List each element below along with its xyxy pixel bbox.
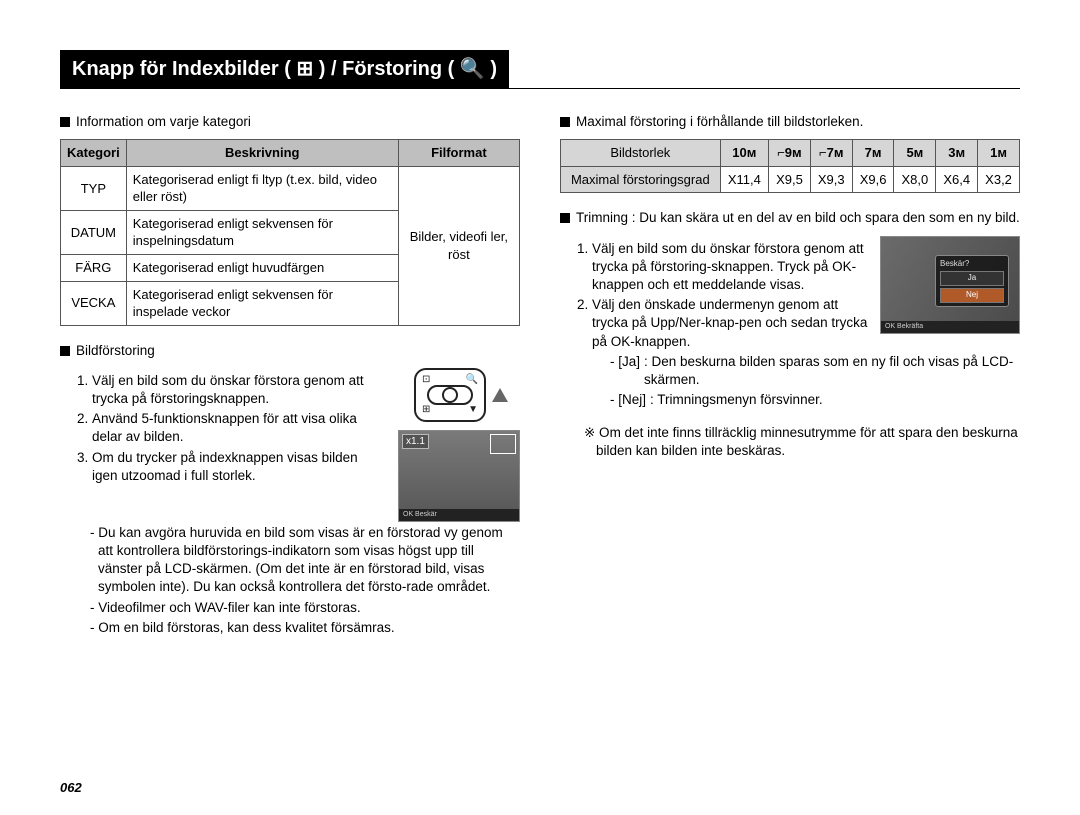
dialog-title: Beskär?: [940, 259, 1004, 270]
section-heading: Trimning : Du kan skära ut en del av en …: [576, 209, 1020, 227]
table-cell: Kategoriserad enligt sekvensen för inspe…: [126, 281, 398, 325]
option-key: - [Nej]: [610, 391, 646, 409]
resolution-icon-cell: ⌐9ᴍ: [769, 140, 811, 167]
table-cell: FÄRG: [61, 254, 127, 281]
table-cell: Kategoriserad enligt fi ltyp (t.ex. bild…: [126, 166, 398, 210]
crop-indicator-icon: [490, 434, 516, 454]
category-table: Kategori Beskrivning Filformat TYP Kateg…: [60, 139, 520, 325]
bullet-square-icon: [60, 117, 70, 127]
option-value: : Den beskurna bilden sparas som en ny f…: [644, 353, 1020, 389]
zoom-icon: 🔍: [466, 373, 478, 387]
bullet-square-icon: [560, 117, 570, 127]
zoom-badge: x1.1: [402, 434, 429, 450]
resolution-icon-cell: 10ᴍ: [720, 140, 768, 167]
th-description: Beskrivning: [126, 140, 398, 167]
dialog-option-yes: Ja: [940, 271, 1004, 286]
table-cell: X3,2: [978, 166, 1020, 193]
note: - Videofilmer och WAV-filer kan inte för…: [90, 599, 520, 617]
list-item: Använd 5-funktionsknappen för att visa o…: [92, 410, 386, 446]
left-column: Information om varje kategori Kategori B…: [60, 107, 520, 637]
list-item: Välj den önskade undermenyn genom att tr…: [592, 296, 868, 351]
th-category: Kategori: [61, 140, 127, 167]
table-cell-fileformat: Bilder, videofi ler, röst: [398, 166, 519, 325]
table-cell: VECKA: [61, 281, 127, 325]
list-item: Välj en bild som du önskar förstora geno…: [92, 372, 386, 408]
table-cell: Kategoriserad enligt sekvensen för inspe…: [126, 210, 398, 254]
page-title: Knapp för Indexbilder ( ⊞ ) / Förstoring…: [60, 50, 509, 89]
trim-thumbnail: Beskär? Ja Nej OK Bekräfta: [880, 236, 1020, 334]
section-heading: Maximal förstoring i förhållande till bi…: [576, 113, 863, 131]
option-value: : Trimningsmenyn försvinner.: [650, 391, 823, 409]
note: - Om en bild förstoras, kan dess kvalite…: [90, 619, 520, 637]
section-heading: Bildförstoring: [76, 342, 155, 360]
resolution-icon-cell: ⌐7ᴍ: [810, 140, 852, 167]
table-cell: X8,0: [894, 166, 936, 193]
dialog-option-no: Nej: [940, 288, 1004, 303]
thumb-status-bar: OK Bekräfta: [881, 321, 1019, 333]
preview-thumbnail: x1.1 OK Beskär: [398, 430, 520, 522]
table-cell: DATUM: [61, 210, 127, 254]
table-cell: Maximal förstoringsgrad: [561, 166, 721, 193]
th-fileformat: Filformat: [398, 140, 519, 167]
resolution-icon-cell: 1ᴍ: [978, 140, 1020, 167]
table-cell: X11,4: [720, 166, 768, 193]
list-item: Om du trycker på indexknappen visas bild…: [92, 449, 386, 485]
table-cell: X9,5: [769, 166, 811, 193]
footnote: ※ Om det inte finns tillräcklig minnesut…: [584, 424, 1020, 460]
table-cell: Kategoriserad enligt huvudfärgen: [126, 254, 398, 281]
list-item: Välj en bild som du önskar förstora geno…: [592, 240, 868, 295]
bullet-square-icon: [60, 346, 70, 356]
section-heading: Information om varje kategori: [76, 113, 251, 131]
enlarge-steps: Välj en bild som du önskar förstora geno…: [92, 372, 386, 485]
trim-steps: Välj en bild som du önskar förstora geno…: [592, 240, 868, 351]
arrow-up-icon: [492, 388, 508, 402]
resolution-icon-cell: 3ᴍ: [936, 140, 978, 167]
resolution-icon-cell: 5ᴍ: [894, 140, 936, 167]
resolution-icon-cell: 7ᴍ: [852, 140, 894, 167]
table-cell: Bildstorlek: [561, 140, 721, 167]
zoom-table: Bildstorlek 10ᴍ ⌐9ᴍ ⌐7ᴍ 7ᴍ 5ᴍ 3ᴍ 1ᴍ Maxi…: [560, 139, 1020, 193]
dpad-icon: ⊡ 🔍 ⊞ ▼: [414, 368, 486, 422]
confirm-dialog: Beskär? Ja Nej: [935, 255, 1009, 307]
table-cell: X9,6: [852, 166, 894, 193]
page-number: 062: [60, 779, 82, 797]
option-key: - [Ja]: [610, 353, 640, 389]
right-column: Maximal förstoring i förhållande till bi…: [560, 107, 1020, 637]
thumb-status-bar: OK Beskär: [399, 509, 519, 521]
table-cell: TYP: [61, 166, 127, 210]
note: - Du kan avgöra huruvida en bild som vis…: [90, 524, 520, 597]
options-list: - [Ja] : Den beskurna bilden sparas som …: [610, 353, 1020, 410]
bullet-square-icon: [560, 213, 570, 223]
table-cell: X6,4: [936, 166, 978, 193]
table-cell: X9,3: [810, 166, 852, 193]
